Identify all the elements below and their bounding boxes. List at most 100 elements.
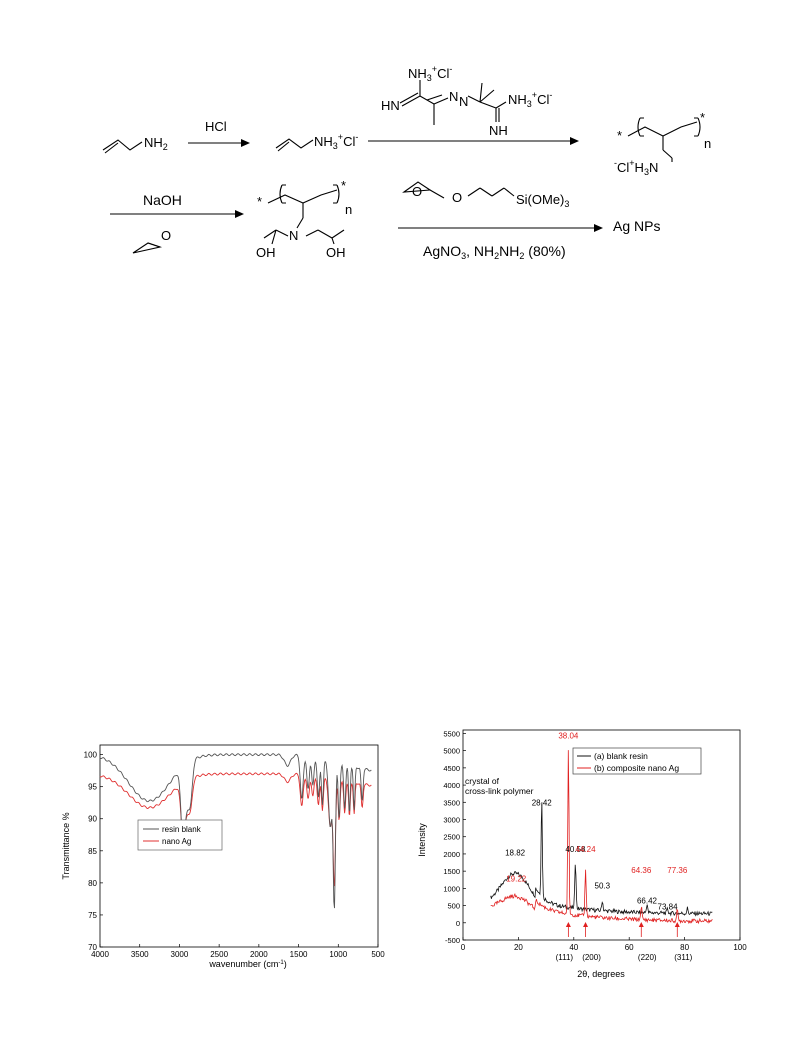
xrd-hkl-arrowhead: [674, 922, 680, 927]
xrd-plot-frame: [462, 729, 741, 941]
ir-x-tick-label: 3500: [131, 950, 149, 959]
initiator-bottom-imine: NH: [489, 123, 508, 138]
xrd-x-tick-label: 80: [680, 943, 689, 952]
xrd-peak-label: 50.3: [595, 881, 611, 890]
xrd-peak-label: 66.42: [637, 897, 658, 906]
xrd-y-tick-label: 3000: [443, 816, 460, 825]
ir-y-tick-label: 70: [88, 943, 97, 952]
xrd-pattern-chart: Intensity 2θ, degrees crystal of cross-l…: [417, 729, 747, 979]
polymer2-hydroxyl-2: OH: [326, 245, 346, 260]
xrd-series-composite-ag: [490, 750, 713, 925]
ir-y-axis-label: Transmittance %: [61, 812, 71, 879]
polymer2-star-left: *: [257, 194, 262, 209]
xrd-y-tick-label: 0: [456, 919, 460, 928]
ir-y-tick-label: 75: [88, 911, 97, 920]
azo-n1: N: [449, 89, 458, 104]
ir-series-resin-blank: [99, 753, 372, 909]
xrd-ag-peak-label: 19.22: [506, 874, 527, 883]
xrd-peak-label: 18.82: [505, 849, 526, 858]
xrd-y-tick-label: 2500: [443, 833, 460, 842]
ir-legend-resin: resin blank: [162, 825, 202, 834]
xrd-peak-label: 28.42: [532, 799, 553, 808]
product-ag-nps: Ag NPs: [613, 218, 660, 234]
xrd-y-tick-label: 5500: [443, 729, 460, 738]
ir-y-tick-label: 85: [88, 847, 97, 856]
xrd-ag-peak-label: 64.36: [631, 866, 652, 875]
initiator-right-ammonium: NH3+Cl-: [508, 90, 552, 109]
ir-x-tick-label: 1500: [290, 950, 308, 959]
xrd-x-tick-label: 100: [733, 943, 747, 952]
ir-x-tick-label: 3000: [171, 950, 189, 959]
xrd-legend-ag: (b) composite nano Ag: [594, 763, 679, 773]
xrd-y-tick-label: 3500: [443, 798, 460, 807]
ir-x-tick-label: 1000: [329, 950, 347, 959]
xrd-annotation-line1: crystal of: [465, 776, 500, 786]
xrd-annotation-line2: cross-link polymer: [465, 786, 534, 796]
ammonium-group: NH3+Cl-: [314, 132, 358, 151]
ir-y-tick-label: 80: [88, 879, 97, 888]
xrd-peak-label: 73.84: [658, 903, 679, 912]
reaction-scheme: NH2 HCl NH3+Cl- NH3+Cl- HN N N NH3+Cl- N…: [102, 64, 711, 261]
epoxide-oxygen: O: [161, 228, 171, 243]
silane-ether-oxygen: O: [452, 190, 462, 205]
polymer2-nitrogen: N: [289, 228, 298, 243]
xrd-x-tick-label: 20: [514, 943, 523, 952]
xrd-peak-label: 40.58: [565, 845, 586, 854]
ir-x-tick-label: 4000: [91, 950, 109, 959]
polymer1-star-left: *: [617, 128, 622, 143]
ir-y-tick-label: 90: [88, 815, 97, 824]
xrd-hkl-arrowhead: [583, 922, 589, 927]
amine-group: NH2: [144, 135, 168, 152]
xrd-legend-resin: (a) blank resin: [594, 751, 648, 761]
polymer2-repeat-n: n: [345, 202, 352, 217]
ir-x-tick-label: 500: [371, 950, 385, 959]
xrd-hkl-arrowhead: [565, 922, 571, 927]
xrd-y-tick-label: -500: [445, 936, 460, 945]
xrd-x-tick-label: 40: [569, 943, 578, 952]
xrd-y-axis-label: Intensity: [417, 823, 427, 857]
xrd-x-tick-label: 60: [625, 943, 634, 952]
xrd-hkl-label: (220): [638, 953, 657, 962]
xrd-y-tick-label: 2000: [443, 850, 460, 859]
xrd-hkl-label: (311): [674, 953, 692, 962]
ir-series-nano-ag: [99, 772, 372, 887]
ir-x-tick-label: 2000: [250, 950, 268, 959]
reagent-reduction: AgNO3, NH2NH2 (80%): [423, 243, 566, 261]
ir-y-tick-label: 95: [88, 783, 97, 792]
polymer1-repeat-n: n: [704, 136, 711, 151]
xrd-x-axis-label: 2θ, degrees: [577, 969, 625, 979]
polymer1-star-right: *: [700, 110, 705, 125]
ir-legend-nano: nano Ag: [162, 837, 191, 846]
polymer2-hydroxyl-1: OH: [256, 245, 276, 260]
xrd-y-tick-label: 500: [447, 902, 460, 911]
xrd-ag-peak-label: 44.24: [576, 845, 597, 854]
azo-n2: N: [459, 94, 468, 109]
reagent-naoh: NaOH: [143, 192, 182, 208]
ir-x-axis-label: wavenumber (cm-1): [208, 959, 286, 969]
xrd-x-tick-label: 0: [461, 943, 466, 952]
polymer1-side-group: -Cl+H3N: [614, 158, 658, 177]
reagent-hcl: HCl: [205, 119, 227, 134]
xrd-y-tick-label: 4000: [443, 781, 460, 790]
ir-spectrum-chart: Transmittance % wavenumber (cm-1) 100 95 9…: [61, 744, 385, 969]
silane-group: Si(OMe)3: [516, 192, 569, 209]
xrd-y-tick-label: 4500: [443, 764, 460, 773]
ir-x-tick-label: 2500: [210, 950, 228, 959]
ir-y-tick-label: 100: [84, 751, 98, 760]
xrd-y-tick-label: 5000: [443, 747, 460, 756]
xrd-series-blank-resin: [490, 802, 713, 917]
xrd-hkl-arrowhead: [638, 922, 644, 927]
polymer2-star-right: *: [341, 178, 346, 193]
silane-epoxide-oxygen: O: [412, 184, 422, 199]
initiator-top-ammonium: NH3+Cl-: [408, 64, 452, 83]
xrd-y-tick-label: 1500: [443, 867, 460, 876]
xrd-ag-peak-label: 77.36: [667, 866, 688, 875]
ir-legend: resin blank nano Ag: [137, 819, 223, 851]
initiator-imine: HN: [381, 98, 400, 113]
ir-plot-frame: [99, 744, 379, 948]
xrd-hkl-label: (111): [556, 953, 574, 962]
xrd-y-tick-label: 1000: [443, 884, 460, 893]
xrd-ag-peak-label: 38.04: [558, 732, 579, 741]
xrd-legend: (a) blank resin (b) composite nano Ag: [572, 747, 702, 775]
xrd-hkl-label: (200): [582, 953, 601, 962]
